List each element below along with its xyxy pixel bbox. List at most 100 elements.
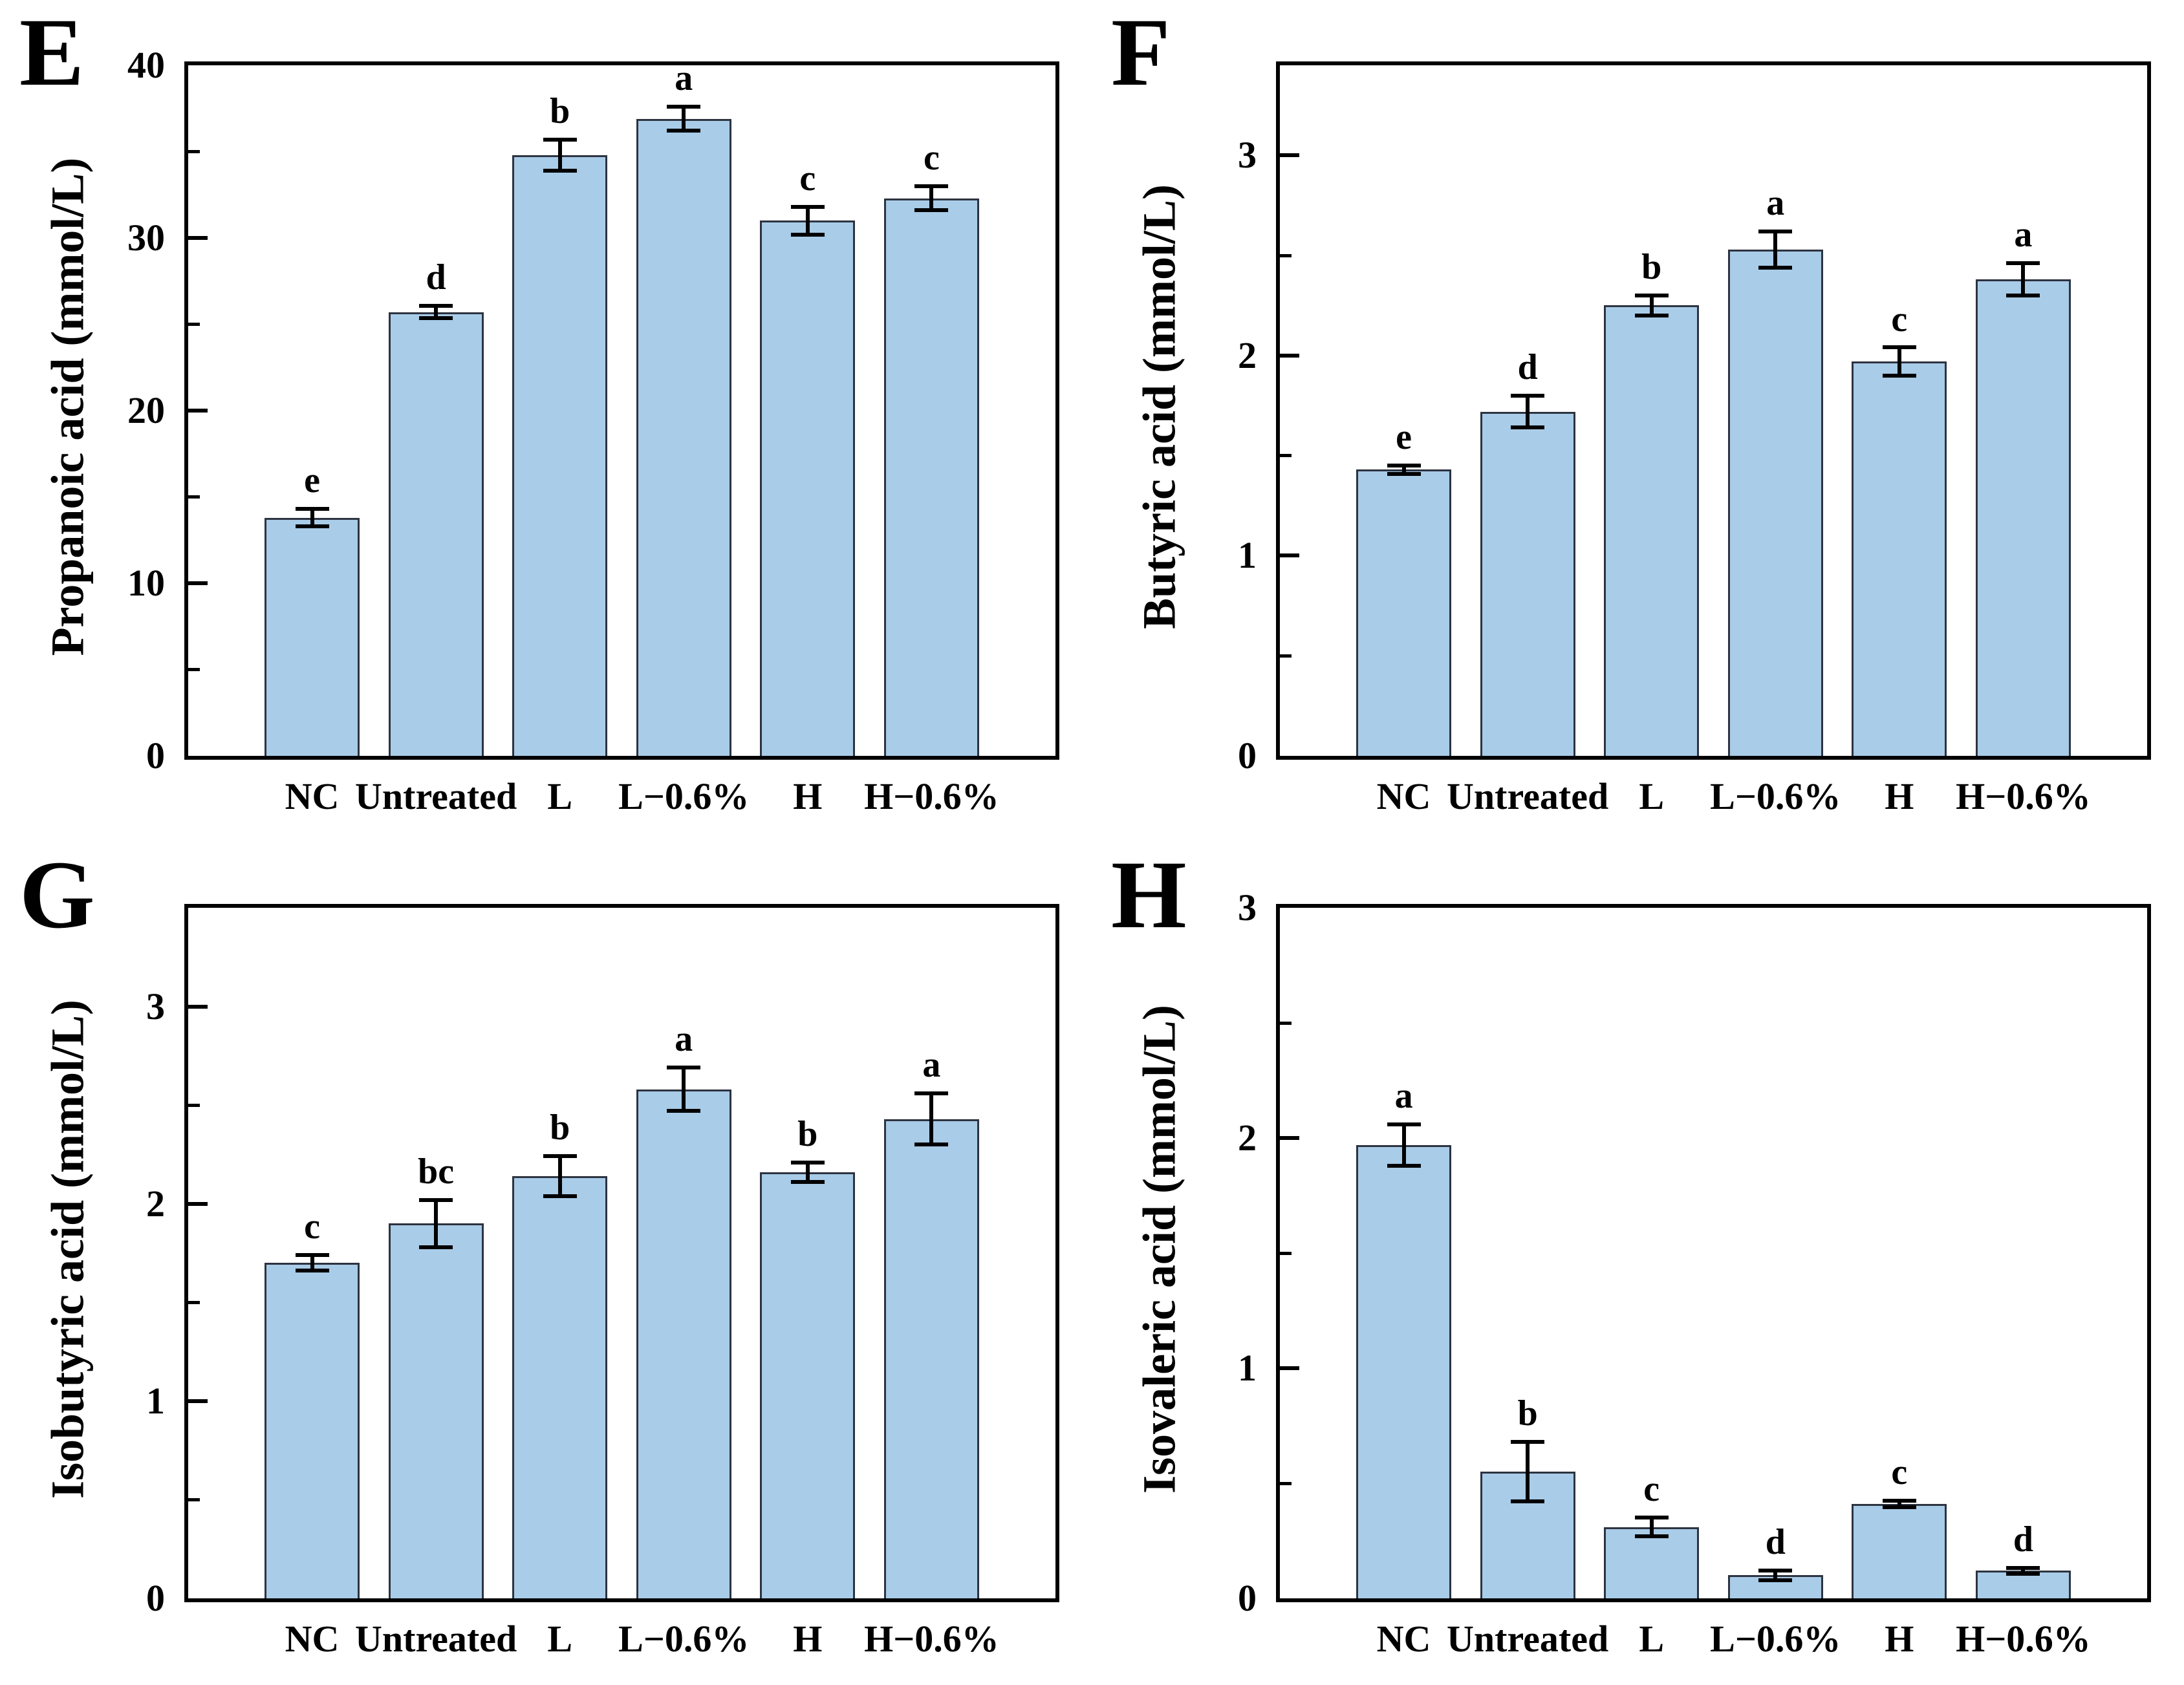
error-bar: [1649, 295, 1654, 316]
error-bar-cap: [1634, 1534, 1669, 1538]
error-bar-cap: [1511, 1499, 1545, 1504]
error-bar-cap: [2006, 261, 2040, 266]
error-bar-cap: [667, 1109, 701, 1113]
bar-H−0.6%: [1975, 279, 2071, 756]
y-tick-label: 10: [127, 562, 165, 604]
y-major-tick: [1280, 353, 1299, 358]
error-bar-cap: [543, 168, 577, 173]
x-tick-label: NC: [1376, 1618, 1431, 1660]
y-minor-tick: [188, 150, 200, 153]
error-bar-cap: [1758, 229, 1793, 233]
error-bar: [1773, 231, 1778, 268]
y-major-tick: [188, 1201, 208, 1206]
panel-g-isobutyric-acid: G Isobutyric acid (mmol/L) 0 1 2 3 c NC bc Untr…: [0, 842, 1092, 1685]
y-minor-tick: [1280, 1251, 1292, 1255]
error-bar-cap: [2006, 1571, 2040, 1576]
bar-L: [512, 155, 608, 756]
error-bar: [682, 107, 686, 131]
x-tick-label: H−0.6%: [1956, 1618, 2091, 1660]
error-bar-cap: [295, 1253, 329, 1258]
y-tick-label: 3: [1238, 134, 1257, 177]
error-bar-cap: [1387, 464, 1421, 468]
y-tick-label: 20: [127, 389, 165, 431]
bar-H−0.6%: [883, 1119, 979, 1598]
x-tick-label: Untreated: [355, 1618, 517, 1660]
y-major-tick: [1280, 1366, 1299, 1370]
panel-f-butyric-acid: F Butyric acid (mmol/L) 0 1 2 3 e NC d Untreate…: [1092, 0, 2184, 842]
significance-letter: e: [1396, 417, 1412, 458]
bar-L: [512, 1176, 608, 1598]
y-tick-label: 2: [1238, 334, 1257, 376]
significance-letter: b: [1517, 1393, 1538, 1433]
panel-letter: H: [1111, 841, 1187, 949]
error-bar-cap: [1387, 1122, 1421, 1126]
y-minor-tick: [188, 1497, 200, 1501]
error-bar-cap: [914, 1091, 949, 1095]
significance-letter: b: [797, 1113, 818, 1154]
error-bar-cap: [2006, 294, 2040, 297]
y-axis-title: Isovaleric acid (mmol/L): [1133, 1005, 1185, 1494]
error-bar-cap: [667, 1066, 701, 1070]
error-bar-cap: [543, 1194, 577, 1198]
x-tick-label: NC: [1376, 775, 1431, 817]
error-bar-cap: [1882, 373, 1916, 378]
bar-L−0.6%: [1727, 249, 1823, 756]
x-tick-label: Untreated: [355, 775, 517, 817]
error-bar: [1897, 347, 1901, 376]
error-bar: [682, 1068, 686, 1111]
error-bar: [1526, 395, 1530, 428]
y-tick-label: 1: [1238, 1347, 1257, 1389]
significance-letter: a: [1766, 182, 1785, 223]
error-bar-cap: [790, 1180, 825, 1185]
error-bar: [1773, 1571, 1778, 1580]
y-minor-tick: [1280, 253, 1292, 257]
significance-letter: c: [1643, 1469, 1660, 1510]
error-bar-cap: [1758, 265, 1793, 270]
bar-NC: [1356, 469, 1452, 756]
y-major-tick: [1280, 1136, 1299, 1140]
x-tick-label: L−0.6%: [1710, 775, 1841, 817]
x-tick-label: L: [1639, 775, 1665, 817]
y-minor-tick: [1280, 1481, 1292, 1485]
x-tick-label: H−0.6%: [864, 775, 999, 817]
panel-h-isovaleric-acid: H Isovaleric acid (mmol/L) 0 1 2 3 a NC b Untre…: [1092, 842, 2184, 1685]
y-tick-label: 1: [146, 1379, 165, 1422]
y-minor-tick: [1280, 654, 1292, 658]
significance-letter: b: [1641, 247, 1662, 287]
error-bar: [929, 186, 934, 211]
significance-letter: c: [1891, 1452, 1908, 1492]
error-bar-cap: [1634, 313, 1669, 317]
significance-letter: d: [1517, 347, 1538, 387]
x-tick-label: H: [1885, 775, 1914, 817]
x-tick-label: NC: [285, 1618, 340, 1660]
bar-L: [1604, 305, 1700, 756]
y-minor-tick: [188, 668, 200, 671]
error-bar: [1401, 466, 1406, 474]
x-tick-label: H−0.6%: [1956, 775, 2091, 817]
x-tick-label: L−0.6%: [618, 1618, 750, 1660]
y-major-tick: [188, 409, 208, 413]
error-bar: [1649, 1518, 1654, 1536]
significance-letter: e: [304, 460, 320, 501]
error-bar-cap: [667, 129, 701, 133]
significance-letter: c: [799, 158, 816, 199]
error-bar: [310, 1255, 314, 1271]
bar-L−0.6%: [636, 1089, 731, 1598]
y-tick-label: 1: [1238, 534, 1257, 577]
error-bar-cap: [1511, 393, 1545, 398]
error-bar-cap: [1634, 294, 1669, 297]
x-tick-label: H: [1885, 1618, 1914, 1660]
y-major-tick: [188, 1004, 208, 1009]
error-bar-cap: [790, 232, 825, 237]
error-bar-cap: [1758, 1578, 1793, 1582]
bar-H: [760, 220, 856, 756]
bar-L−0.6%: [636, 118, 731, 756]
error-bar-cap: [419, 1245, 453, 1249]
bar-H: [1852, 1504, 1947, 1598]
significance-letter: a: [1394, 1075, 1413, 1116]
significance-letter: a: [2014, 215, 2033, 255]
error-bar-cap: [1387, 471, 1421, 476]
bar-H: [760, 1172, 856, 1598]
bar-NC: [1356, 1144, 1452, 1598]
